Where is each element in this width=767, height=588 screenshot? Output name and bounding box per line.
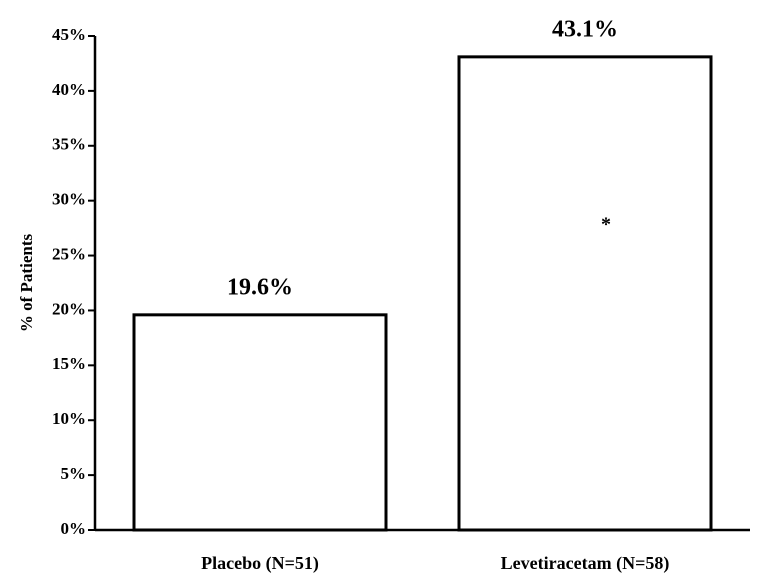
- bar: [457, 55, 713, 532]
- bar: [132, 313, 388, 532]
- y-tick-label: 25%: [52, 244, 86, 263]
- x-tick-label: Levetiracetam (N=58): [501, 553, 670, 574]
- value-label: 43.1%: [552, 16, 618, 42]
- y-tick-label: 0%: [61, 519, 87, 538]
- y-tick-label: 35%: [52, 135, 86, 154]
- annotation: *: [601, 214, 611, 236]
- value-label: 19.6%: [227, 274, 293, 300]
- y-tick-label: 20%: [52, 299, 86, 318]
- y-tick-label: 30%: [52, 190, 86, 209]
- y-tick-label: 5%: [61, 464, 87, 483]
- y-tick-label: 15%: [52, 354, 86, 373]
- y-tick-label: 40%: [52, 80, 86, 99]
- y-tick-label: 10%: [52, 409, 86, 428]
- x-tick-label: Placebo (N=51): [201, 553, 319, 574]
- y-axis-label: % of Patients: [17, 234, 36, 333]
- y-tick-label: 45%: [52, 25, 86, 44]
